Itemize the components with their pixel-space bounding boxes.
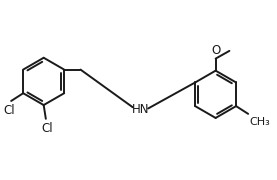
- Text: Cl: Cl: [41, 122, 53, 135]
- Text: Cl: Cl: [3, 104, 15, 117]
- Text: HN: HN: [132, 103, 149, 116]
- Text: CH₃: CH₃: [250, 117, 271, 127]
- Text: O: O: [211, 44, 220, 57]
